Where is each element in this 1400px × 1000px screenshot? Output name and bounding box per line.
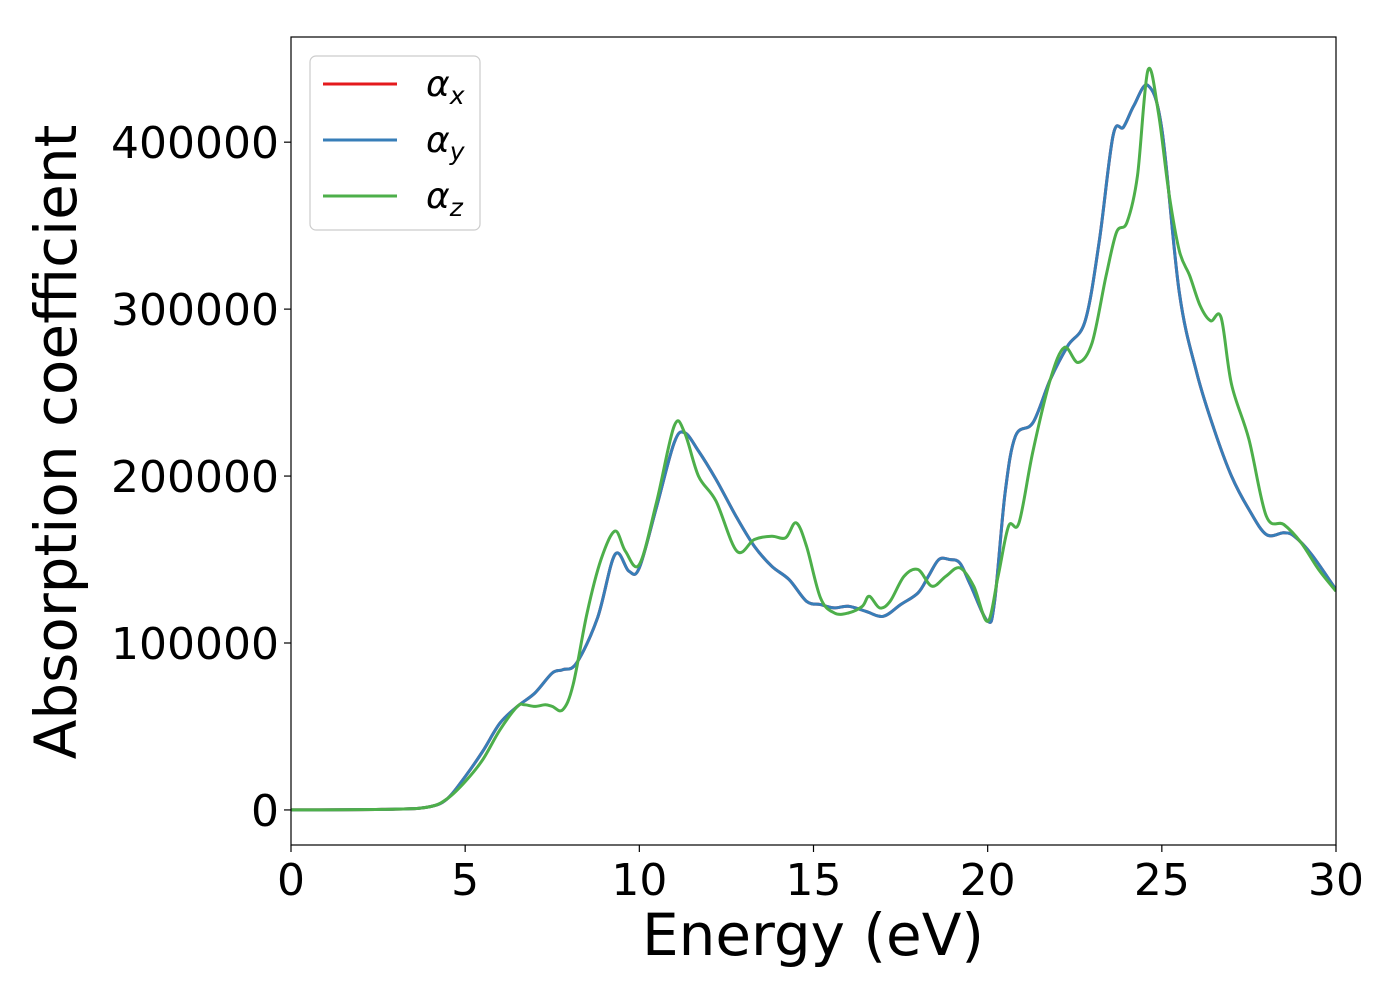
x-tick-label: 10 (611, 855, 667, 906)
plot-area (291, 66, 1336, 812)
legend: αx αy αz (309, 55, 481, 231)
y-tick-label: 0 (251, 786, 279, 837)
y-axis-ticks: 0 100000 200000 300000 400000 (111, 118, 291, 837)
y-tick-label: 100000 (111, 619, 279, 670)
y-axis-label: Absorption coefficient (22, 125, 90, 760)
legend-box (309, 55, 481, 231)
x-tick-label: 25 (1134, 855, 1190, 906)
y-tick-label: 200000 (111, 452, 279, 503)
x-axis-ticks: 0 5 10 15 20 25 30 (277, 845, 1364, 906)
x-tick-label: 5 (451, 855, 479, 906)
x-axis-label: Energy (eV) (642, 901, 984, 969)
legend-label-z: αz (426, 176, 464, 222)
y-tick-label: 300000 (111, 285, 279, 336)
y-tick-label: 400000 (111, 118, 279, 169)
legend-label-x: αx (426, 64, 465, 110)
legend-label-y: αy (426, 120, 466, 166)
x-tick-label: 20 (960, 855, 1016, 906)
x-tick-label: 15 (786, 855, 842, 906)
x-tick-label: 30 (1308, 855, 1364, 906)
x-tick-label: 0 (277, 855, 305, 906)
series-line-z (291, 66, 1336, 812)
